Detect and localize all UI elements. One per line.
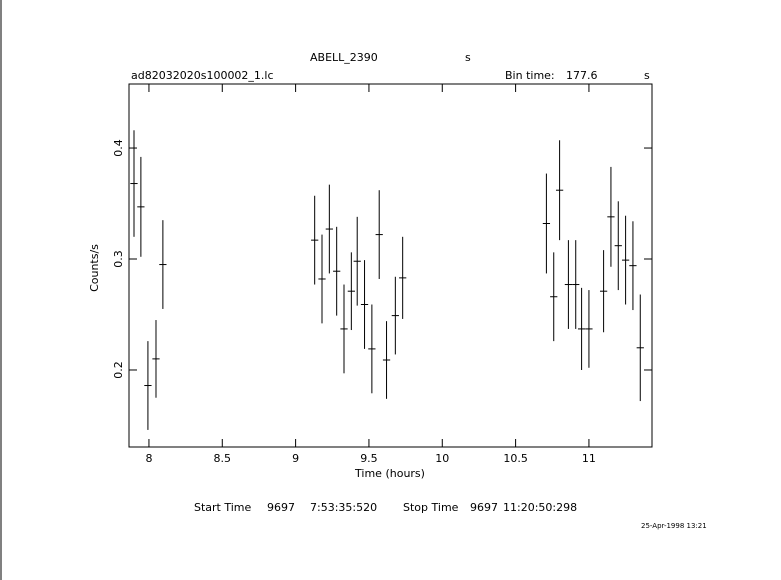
x-tick-label: 10 [435,452,449,465]
x-tick-label: 9.5 [360,452,378,465]
x-tick-label: 9 [292,452,299,465]
title-unit: s [465,51,471,64]
start-day: 9697 [267,501,295,514]
plot-frame [128,83,653,448]
bin-time-unit: s [644,69,650,82]
x-tick-label: 8.5 [214,452,232,465]
x-axis-label: Time (hours) [354,467,425,480]
y-tick-label: 0.3 [112,250,125,268]
y-axis-label: Counts/s [88,244,101,292]
x-tick-label: 8 [145,452,152,465]
y-tick-label: 0.2 [112,361,125,379]
bin-time-label: Bin time: [505,69,555,82]
file-name: ad82032020s100002_1.lc [131,69,274,82]
x-tick-label: 10.5 [503,452,528,465]
start-time: 7:53:35:520 [310,501,377,514]
x-tick-label: 11 [582,452,596,465]
stop-time: 11:20:50:298 [503,501,577,514]
stop-day: 9697 [470,501,498,514]
start-label: Start Time [194,501,252,514]
stop-label: Stop Time [403,501,459,514]
chart-title: ABELL_2390 [310,51,378,64]
date-stamp: 25-Apr-1998 13:21 [641,522,707,530]
bin-time: 177.6 [566,69,598,82]
y-tick-label: 0.4 [112,139,125,157]
